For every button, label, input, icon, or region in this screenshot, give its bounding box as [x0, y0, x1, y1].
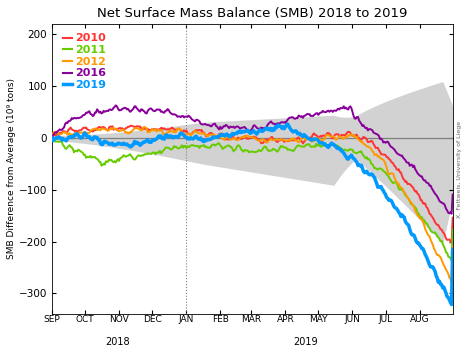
Text: X. Fettweis, University of Liege: X. Fettweis, University of Liege	[457, 121, 463, 218]
Text: 2018: 2018	[106, 336, 130, 347]
Y-axis label: SMB Difference from Average (10⁹ tons): SMB Difference from Average (10⁹ tons)	[7, 78, 16, 260]
Legend: 2010, 2011, 2012, 2016, 2019: 2010, 2011, 2012, 2016, 2019	[58, 29, 110, 95]
Text: 2019: 2019	[293, 336, 318, 347]
Title: Net Surface Mass Balance (SMB) 2018 to 2019: Net Surface Mass Balance (SMB) 2018 to 2…	[97, 7, 408, 20]
